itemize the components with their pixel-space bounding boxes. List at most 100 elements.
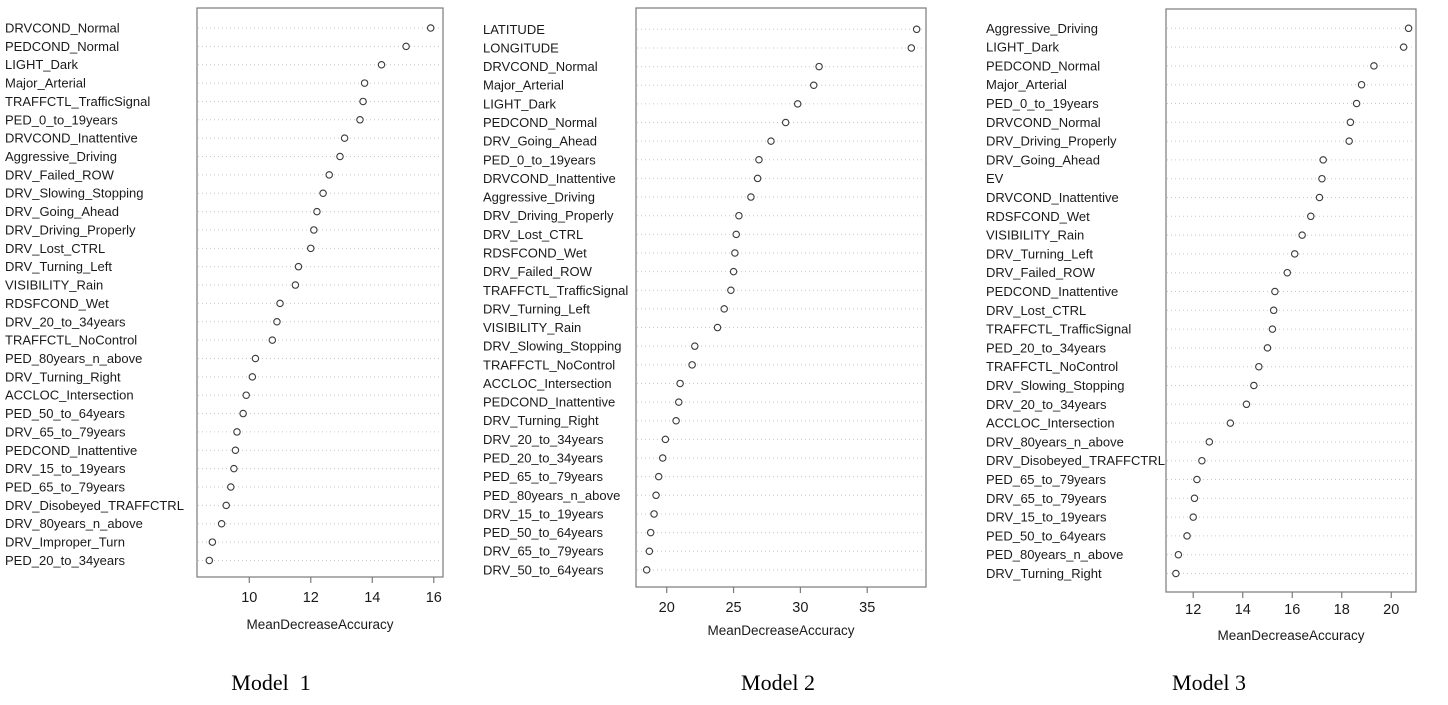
y-axis-label: PED_80years_n_above <box>5 351 142 366</box>
data-point <box>1271 287 1279 296</box>
y-axis-label: PED_50_to_64years <box>483 525 603 540</box>
data-point <box>313 207 321 216</box>
data-point <box>731 249 739 257</box>
data-point <box>793 100 802 108</box>
data-point <box>1198 456 1206 465</box>
y-axis-label: DRV_Turning_Right <box>986 566 1102 581</box>
y-axis-label: DRV_15_to_19years <box>5 461 126 476</box>
data-point <box>248 373 257 381</box>
y-axis-label: RDSFCOND_Wet <box>483 245 587 260</box>
data-point <box>1183 532 1191 540</box>
y-axis-label: PED_50_to_64years <box>5 406 125 421</box>
data-point <box>691 342 699 350</box>
data-point <box>755 156 763 164</box>
y-axis-label: Major_Arterial <box>986 77 1067 92</box>
model-1-caption: Model 1 <box>231 670 311 695</box>
x-axis-title: MeanDecreaseAccuracy <box>707 623 854 638</box>
y-axis-label: DRV_Disobeyed_TRAFFCTRL <box>986 453 1165 468</box>
data-point <box>231 446 240 455</box>
data-point <box>1318 174 1326 183</box>
data-point <box>359 97 367 106</box>
y-axis-label: RDSFCOND_Wet <box>5 296 109 311</box>
x-tick-label: 14 <box>1235 602 1251 618</box>
data-point <box>268 336 277 344</box>
y-axis-label: ACCLOC_Intersection <box>5 388 134 403</box>
data-point <box>1357 80 1366 89</box>
y-axis-label: LONGITUDE <box>483 40 559 55</box>
model-1-panel: DRVCOND_Normal PEDCOND_Normal LIGHT_Dark Ma… <box>5 7 444 632</box>
y-axis-label: PED_80years_n_above <box>986 547 1123 562</box>
y-axis-label: DRV_Turning_Right <box>483 413 599 428</box>
data-point <box>1283 268 1292 277</box>
y-axis-label: DRV_Going_Ahead <box>483 134 597 149</box>
x-tick-label: 25 <box>725 600 741 616</box>
data-point <box>340 134 349 142</box>
y-axis-label: PEDCOND_Inattentive <box>986 284 1118 299</box>
y-axis-label: DRVCOND_Inattentive <box>5 131 138 146</box>
data-point <box>251 354 260 363</box>
data-point <box>310 226 318 234</box>
data-point <box>377 60 386 69</box>
data-point <box>233 428 241 436</box>
data-point <box>720 305 728 313</box>
data-point <box>658 454 667 462</box>
data-point <box>1345 137 1353 145</box>
y-axis-label: DRV_Lost_CTRL <box>986 303 1086 318</box>
y-axis-label: DRV_Going_Ahead <box>5 204 119 219</box>
data-point <box>809 81 818 89</box>
data-point <box>907 44 916 52</box>
y-axis-label: Aggressive_Driving <box>5 149 117 164</box>
plot-border <box>196 7 444 578</box>
y-axis-label: DRV_Driving_Properly <box>5 222 136 237</box>
data-point <box>642 566 651 574</box>
y-axis-label: PED_20_to_34years <box>483 451 603 466</box>
y-axis-label: PEDCOND_Inattentive <box>483 395 615 410</box>
y-axis-label: DRV_Driving_Properly <box>483 208 614 223</box>
y-axis-label: DRV_Turning_Left <box>986 246 1093 261</box>
plot-border <box>1165 8 1417 593</box>
x-tick-label: 35 <box>859 600 875 616</box>
data-point <box>729 267 738 276</box>
y-axis-label: DRVCOND_Normal <box>483 59 598 74</box>
y-axis-label: DRV_Going_Ahead <box>986 152 1100 167</box>
x-tick-label: 20 <box>1383 602 1399 618</box>
data-point <box>1190 494 1199 503</box>
y-axis-label: DRV_Slowing_Stopping <box>5 186 144 201</box>
data-point <box>661 435 670 444</box>
data-point <box>688 361 696 369</box>
y-axis-label: PEDCOND_Normal <box>5 39 119 54</box>
y-axis-label: DRV_Disobeyed_TRAFFCTRL <box>5 498 184 513</box>
y-axis-label: DRV_80years_n_above <box>5 516 143 531</box>
data-point <box>767 137 775 145</box>
data-point <box>650 510 658 518</box>
data-point <box>1404 24 1413 33</box>
data-point <box>336 152 344 161</box>
data-point <box>1250 381 1258 390</box>
y-axis-label: DRVCOND_Inattentive <box>483 171 616 186</box>
y-axis-label: Major_Arterial <box>483 78 564 93</box>
data-point <box>1172 569 1180 578</box>
y-axis-label: PED_80years_n_above <box>483 488 620 503</box>
data-point <box>227 483 235 491</box>
y-axis-label: DRV_Driving_Properly <box>986 134 1117 149</box>
data-point <box>1226 419 1235 427</box>
data-point <box>1352 99 1361 108</box>
y-axis-label: TRAFFCTL_NoControl <box>986 359 1118 374</box>
data-point <box>276 299 284 308</box>
data-point <box>1189 513 1197 521</box>
data-point <box>645 547 654 555</box>
y-axis-label: DRV_50_to_64years <box>483 562 604 577</box>
y-axis-label: PED_65_to_79years <box>5 480 125 495</box>
x-tick-label: 16 <box>426 590 442 606</box>
x-axis-title: MeanDecreaseAccuracy <box>246 617 393 632</box>
data-point <box>1370 62 1378 70</box>
data-point <box>208 538 217 546</box>
y-axis-label: DRV_Turning_Left <box>483 301 590 316</box>
x-tick-label: 30 <box>792 600 808 616</box>
data-point <box>753 174 762 183</box>
data-point <box>217 519 226 528</box>
data-point <box>781 118 790 127</box>
model-2-caption: Model 2 <box>741 670 815 695</box>
y-axis-label: LIGHT_Dark <box>5 57 78 72</box>
y-axis-label: DRV_Failed_ROW <box>986 265 1096 280</box>
